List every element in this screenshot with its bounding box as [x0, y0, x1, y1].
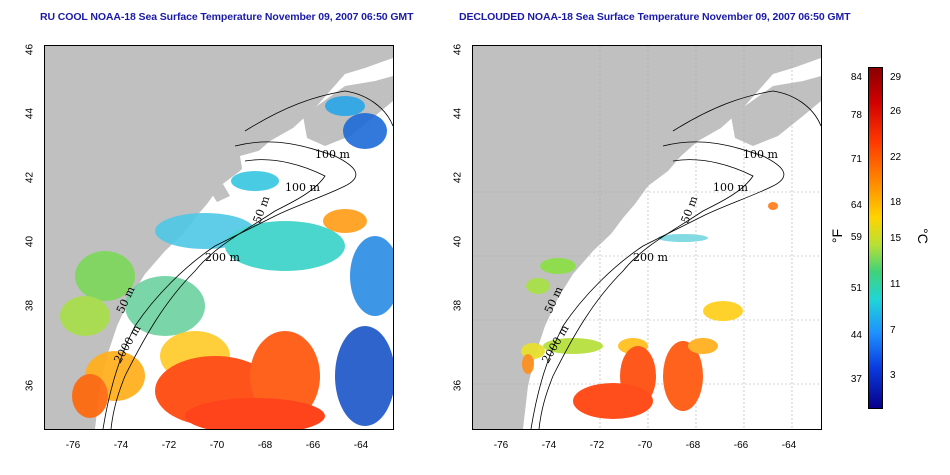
contour-label: 100 m	[315, 148, 350, 161]
nova-scotia	[731, 76, 821, 146]
bathymetry-contours	[102, 90, 393, 429]
x-tick-label: -76	[65, 440, 81, 451]
y-tick-label: 36	[452, 379, 464, 392]
x-tick-label: -64	[353, 440, 369, 451]
fahrenheit-tick: 84	[850, 72, 862, 83]
celsius-tick: 15	[890, 233, 902, 244]
contour-label: 100 m	[713, 181, 748, 194]
fahrenheit-tick: 44	[850, 330, 862, 341]
x-tick-label: -66	[733, 440, 749, 451]
x-tick-label: -72	[589, 440, 605, 451]
temperature-colorbar	[868, 67, 883, 409]
celsius-tick: 26	[890, 106, 902, 117]
y-tick-label: 38	[24, 299, 36, 312]
fahrenheit-tick: 78	[850, 110, 862, 121]
x-tick-label: -76	[493, 440, 509, 451]
contour-label: 50 m	[251, 194, 273, 225]
y-tick-label: 46	[24, 43, 36, 56]
contour-label: 200 m	[205, 251, 240, 264]
x-tick-label: -64	[781, 440, 797, 451]
y-tick-label: 42	[24, 171, 36, 184]
y-tick-label: 40	[24, 235, 36, 248]
x-tick-label: -68	[685, 440, 701, 451]
celsius-tick: 18	[890, 197, 902, 208]
fahrenheit-unit-label: °F	[829, 228, 846, 244]
x-tick-label: -66	[305, 440, 321, 451]
x-tick-label: -74	[541, 440, 557, 451]
celsius-tick: 3	[890, 370, 896, 381]
y-tick-label: 42	[452, 171, 464, 184]
y-tick-label: 38	[452, 299, 464, 312]
celsius-tick: 11	[890, 279, 901, 290]
y-tick-label: 46	[452, 43, 464, 56]
contour-label: 100 m	[285, 181, 320, 194]
y-tick-label: 40	[452, 235, 464, 248]
fahrenheit-tick: 71	[850, 154, 862, 165]
fahrenheit-tick: 59	[850, 232, 862, 243]
celsius-tick: 7	[890, 325, 896, 336]
contour-label: 50 m	[679, 194, 701, 225]
x-tick-label: -74	[113, 440, 129, 451]
cape-cod	[210, 184, 230, 202]
celsius-tick: 22	[890, 152, 902, 163]
x-tick-label: -70	[209, 440, 225, 451]
declouded-sst-map: 100 m 100 m 50 m 200 m 50 m 2000 m	[472, 45, 822, 430]
left-map-title: RU COOL NOAA-18 Sea Surface Temperature …	[40, 11, 414, 23]
cool-patches	[60, 96, 393, 426]
raw-sst-map: 100 m 100 m 50 m 200 m 50 m 2000 m	[44, 45, 394, 430]
land-mass	[45, 46, 393, 429]
land-mass	[473, 46, 821, 429]
bathymetry-contours	[530, 90, 821, 429]
x-tick-label: -68	[257, 440, 273, 451]
fahrenheit-tick: 64	[850, 200, 862, 211]
y-tick-label: 44	[452, 107, 464, 120]
y-tick-label: 36	[24, 379, 36, 392]
fahrenheit-tick: 37	[850, 374, 862, 385]
x-tick-label: -70	[637, 440, 653, 451]
y-tick-label: 44	[24, 107, 36, 120]
x-tick-label: -72	[161, 440, 177, 451]
contour-label: 200 m	[633, 251, 668, 264]
celsius-tick: 29	[890, 72, 902, 83]
fahrenheit-tick: 51	[850, 283, 862, 294]
celsius-unit-label: °C	[914, 228, 931, 244]
sst-patches	[521, 202, 778, 419]
right-map-title: DECLOUDED NOAA-18 Sea Surface Temperatur…	[459, 11, 851, 23]
warm-patches	[72, 209, 367, 429]
contour-label: 100 m	[743, 148, 778, 161]
